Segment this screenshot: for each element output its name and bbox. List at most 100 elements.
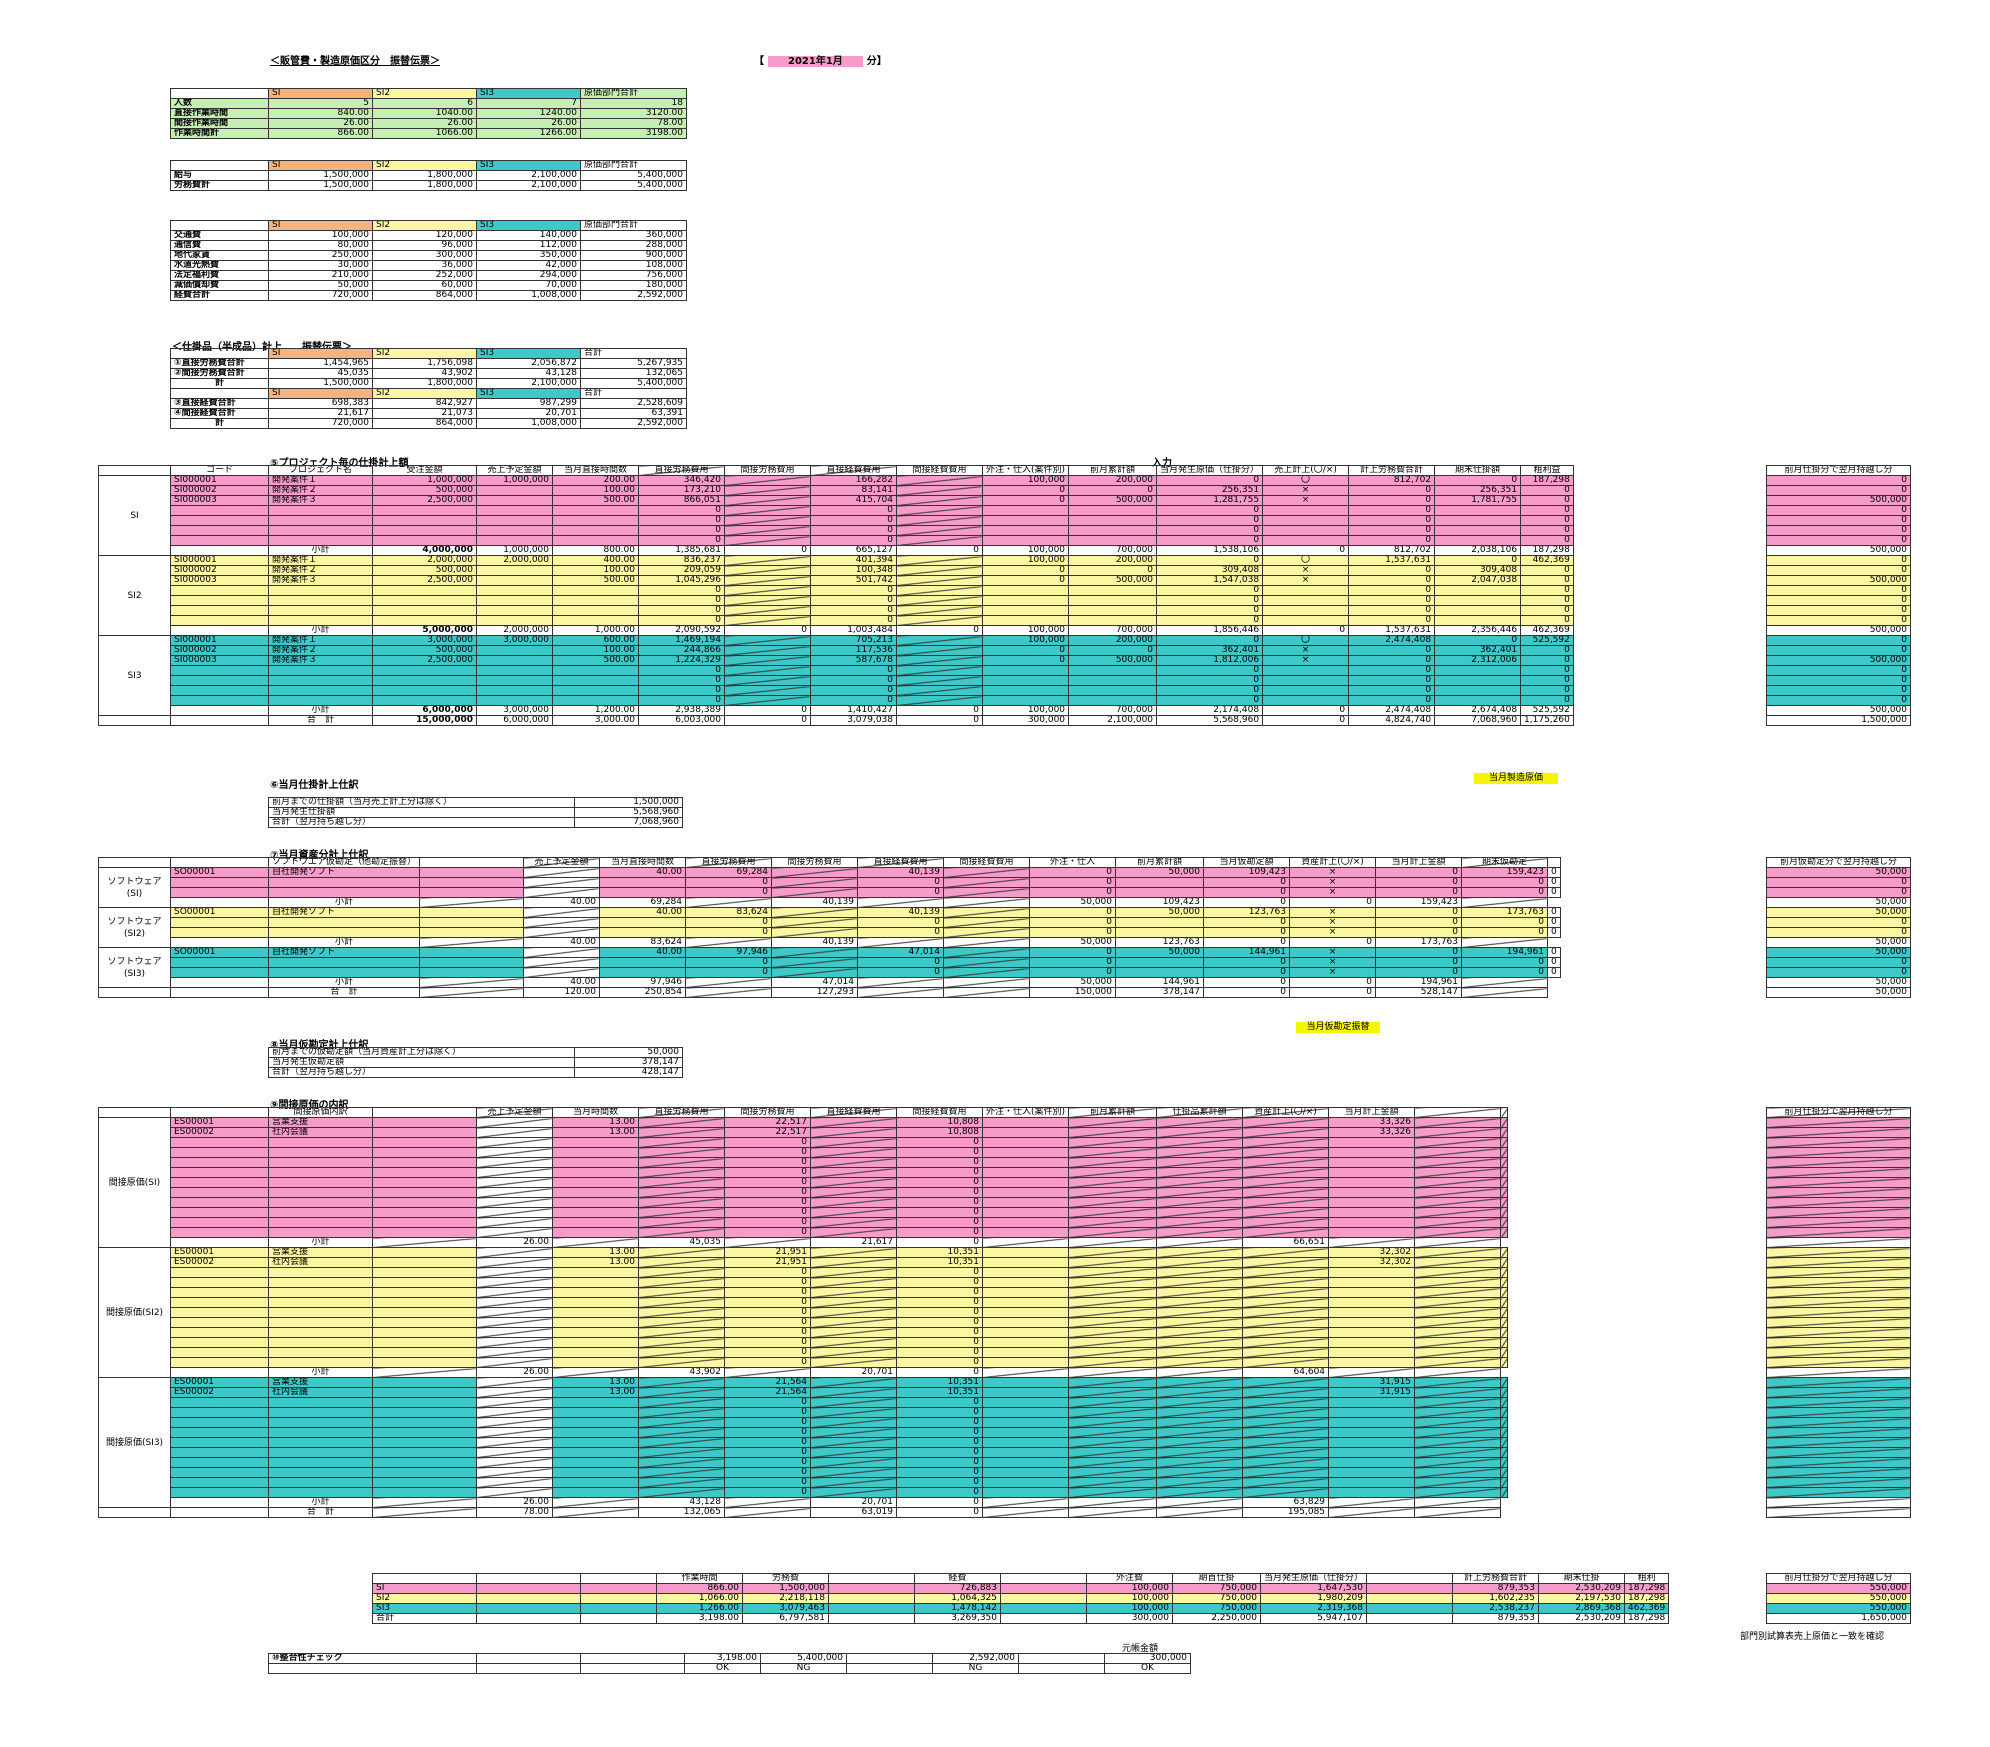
cost-name[interactable]: [268, 1337, 373, 1348]
column-header[interactable]: [1414, 1107, 1502, 1118]
subtotal-cell[interactable]: 40.00: [523, 937, 601, 948]
blank-cell[interactable]: [1414, 1187, 1502, 1198]
cost-code[interactable]: [170, 1267, 269, 1278]
value-cell[interactable]: 1,500,000: [268, 180, 373, 191]
carryover-cell[interactable]: 0: [1766, 505, 1911, 516]
value-cell[interactable]: 3,000,000: [476, 635, 553, 646]
value-cell[interactable]: 0: [1547, 957, 1561, 968]
value-cell[interactable]: 1,800,000: [372, 180, 477, 191]
value-cell[interactable]: 726,883: [914, 1583, 1001, 1594]
blank-cell[interactable]: [580, 1593, 657, 1604]
value-cell[interactable]: 100.00: [552, 565, 639, 576]
blank-cell[interactable]: [372, 1297, 477, 1308]
blank-cell[interactable]: [1500, 1137, 1509, 1148]
blank-cell[interactable]: [476, 1177, 553, 1188]
value-cell[interactable]: 500,000: [1068, 655, 1158, 666]
blank-cell[interactable]: [1242, 1177, 1330, 1188]
value-cell[interactable]: [1328, 1437, 1416, 1448]
asset-name[interactable]: 自社開発ソフト: [267, 907, 421, 918]
value-cell[interactable]: 2,000,000: [476, 555, 553, 566]
blank-cell[interactable]: [1156, 1477, 1244, 1488]
dept-header-SI2[interactable]: SI2: [372, 348, 477, 359]
value-cell[interactable]: 30,000: [268, 260, 373, 271]
carryover-cell[interactable]: 0: [1766, 615, 1911, 626]
value-cell[interactable]: 31,915: [1328, 1377, 1416, 1388]
value-cell[interactable]: [896, 665, 983, 676]
value-cell[interactable]: 0: [1156, 555, 1264, 566]
value-cell[interactable]: 0: [724, 1297, 811, 1308]
value-cell[interactable]: [552, 505, 639, 516]
carryover-cell[interactable]: 550,000: [1766, 1583, 1911, 1594]
value-cell[interactable]: 0: [896, 1147, 983, 1158]
asset-code[interactable]: [170, 917, 269, 928]
value-cell[interactable]: [724, 685, 811, 696]
value-cell[interactable]: 0: [1156, 535, 1264, 546]
value-cell[interactable]: 112,000: [476, 240, 581, 251]
blank-cell[interactable]: [419, 917, 525, 928]
dept-label[interactable]: 間接原価(SI): [98, 1117, 171, 1248]
blank-cell[interactable]: [372, 1457, 477, 1468]
value-cell[interactable]: [1115, 927, 1205, 938]
blank-cell[interactable]: [476, 1277, 553, 1288]
subtotal-cell[interactable]: 0: [896, 1367, 983, 1378]
blank-cell[interactable]: [1500, 1247, 1509, 1258]
blank-cell[interactable]: [1156, 1427, 1244, 1438]
value-cell[interactable]: 13.00: [552, 1247, 639, 1258]
carryover-cell[interactable]: [1766, 1347, 1911, 1358]
value-cell[interactable]: 2,000,000: [372, 555, 477, 566]
value-cell[interactable]: [552, 1407, 639, 1418]
value-cell[interactable]: [372, 695, 477, 706]
blank-cell[interactable]: [1156, 1247, 1244, 1258]
blank-cell[interactable]: [1500, 1127, 1509, 1138]
value-cell[interactable]: [372, 525, 477, 536]
value-cell[interactable]: ×: [1262, 575, 1350, 586]
blank-cell[interactable]: [1000, 1603, 1087, 1614]
blank-cell[interactable]: [372, 1447, 477, 1458]
column-header[interactable]: 当月計上金額: [1328, 1107, 1416, 1118]
grand-total-cell[interactable]: 4,824,740: [1348, 715, 1436, 726]
value-cell[interactable]: 0: [685, 887, 773, 898]
grand-total-cell[interactable]: 120.00: [523, 987, 601, 998]
value-cell[interactable]: 0: [896, 1167, 983, 1178]
blank-cell[interactable]: [810, 1447, 897, 1458]
value-cell[interactable]: 2,056,872: [476, 358, 581, 369]
cost-code[interactable]: [170, 1447, 269, 1458]
value-cell[interactable]: [1434, 535, 1522, 546]
project-name[interactable]: 開発案件３: [268, 495, 373, 506]
cost-code[interactable]: [170, 1337, 269, 1348]
subtotal-label[interactable]: 小計: [267, 937, 421, 948]
value-cell[interactable]: [599, 967, 687, 978]
value-cell[interactable]: [1328, 1147, 1416, 1158]
value-cell[interactable]: 0: [1203, 967, 1291, 978]
value-cell[interactable]: 836,237: [638, 555, 725, 566]
value-cell[interactable]: 3,269,350: [914, 1613, 1001, 1624]
column-header[interactable]: 資産計上(〇/×): [1289, 857, 1377, 868]
subtotal-cell[interactable]: 45,035: [638, 1237, 725, 1248]
value-cell[interactable]: 501,742: [810, 575, 897, 586]
carryover-grand[interactable]: 50,000: [1766, 987, 1911, 998]
cost-code[interactable]: [170, 1347, 269, 1358]
row-label[interactable]: 法定福利費: [170, 270, 269, 281]
blank-cell[interactable]: [1068, 1337, 1158, 1348]
blank-cell[interactable]: [1500, 1147, 1509, 1158]
value-cell[interactable]: [1068, 585, 1158, 596]
blank-cell[interactable]: [810, 1487, 897, 1498]
value-cell[interactable]: 0: [724, 1307, 811, 1318]
value-cell[interactable]: 750,000: [1172, 1603, 1261, 1614]
blank-cell[interactable]: [1414, 1467, 1502, 1478]
blank-cell[interactable]: [1414, 1437, 1502, 1448]
blank-cell[interactable]: [1414, 1317, 1502, 1328]
cost-name[interactable]: 社内会議: [268, 1127, 373, 1138]
blank-cell[interactable]: [372, 1217, 477, 1228]
value-cell[interactable]: 0: [1029, 927, 1117, 938]
value-cell[interactable]: [552, 1427, 639, 1438]
value-cell[interactable]: [724, 525, 811, 536]
blank-cell[interactable]: [419, 927, 525, 938]
value-cell[interactable]: 0: [896, 1227, 983, 1238]
blank-cell[interactable]: [476, 1317, 553, 1328]
value-cell[interactable]: 166,282: [810, 475, 897, 486]
blank-cell[interactable]: [1242, 1227, 1330, 1238]
row-label[interactable]: 計: [170, 418, 269, 429]
value-cell[interactable]: 294,000: [476, 270, 581, 281]
value-cell[interactable]: [896, 615, 983, 626]
